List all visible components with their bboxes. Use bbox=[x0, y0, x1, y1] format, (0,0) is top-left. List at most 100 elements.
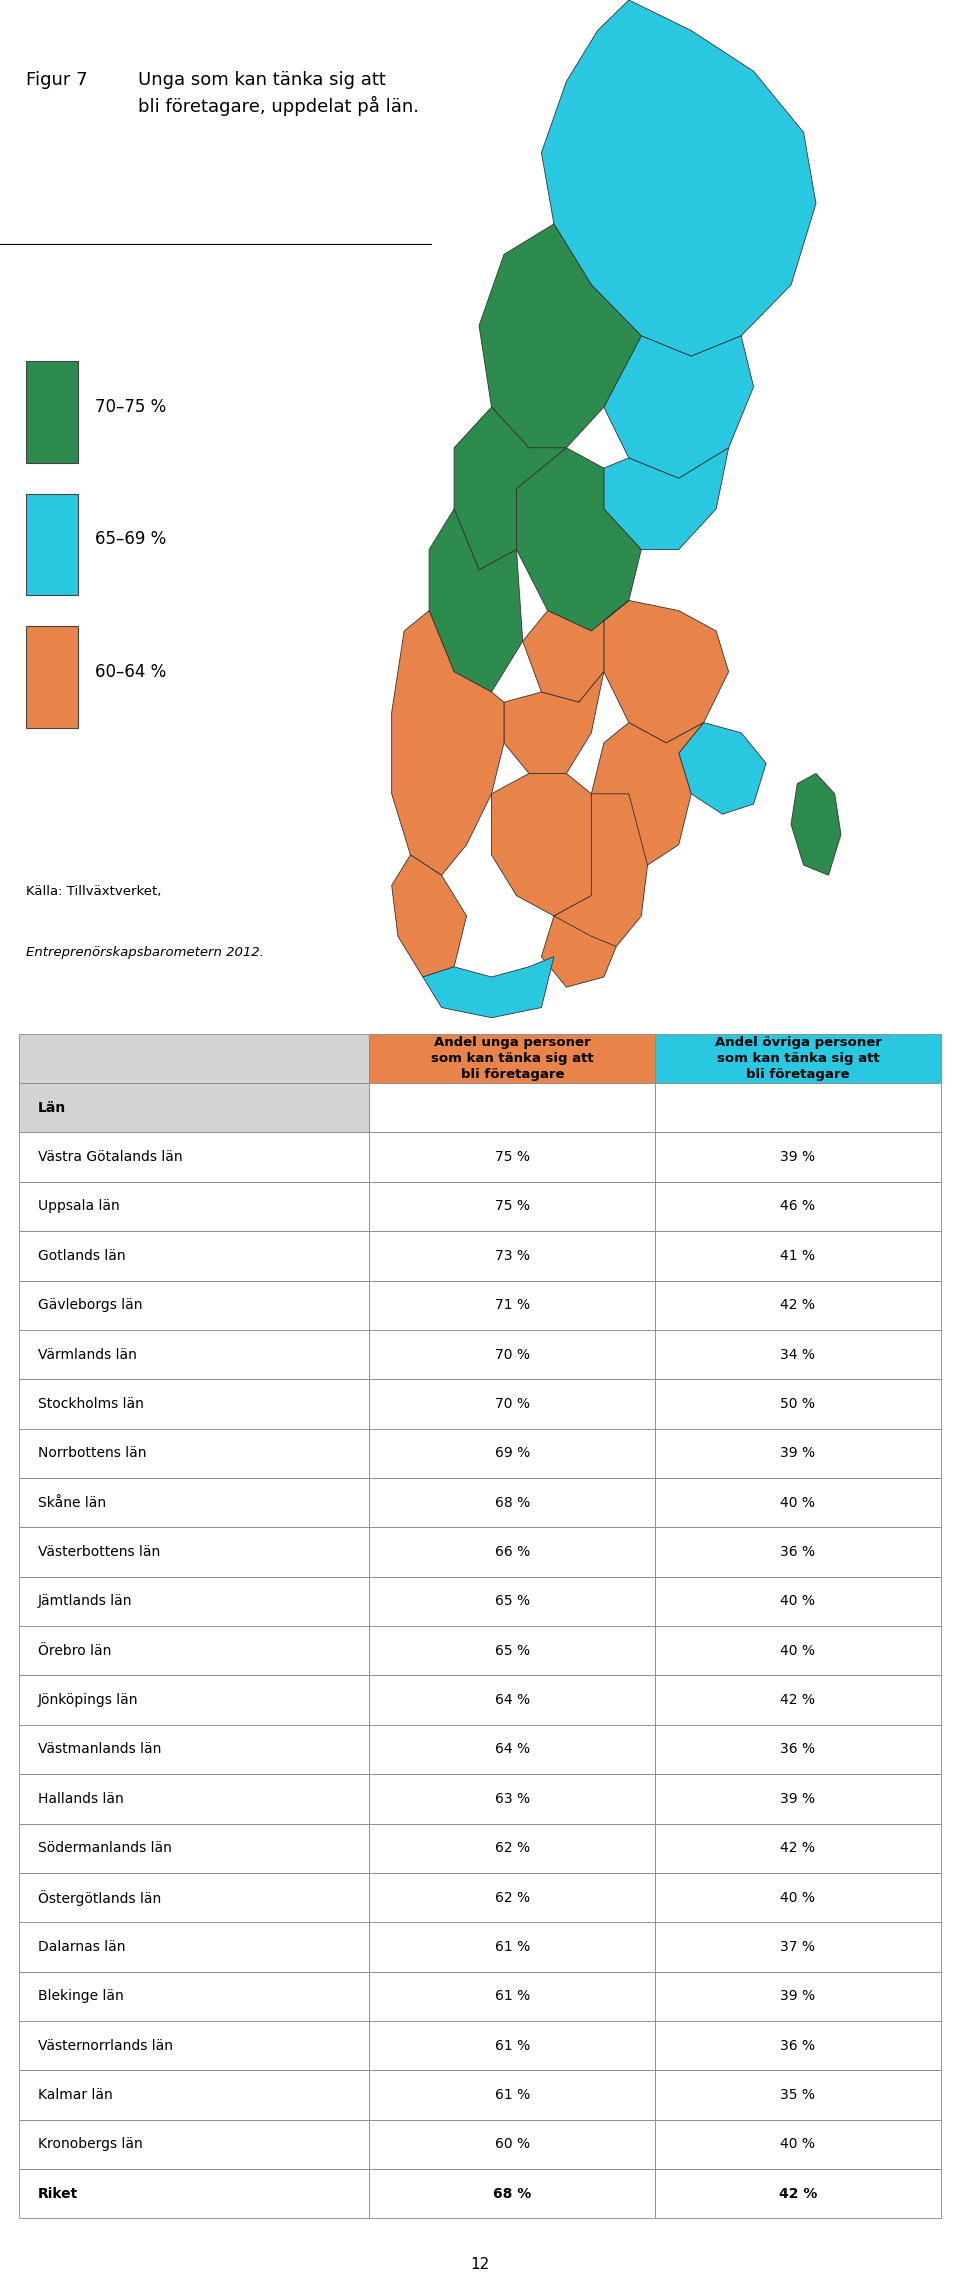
Bar bbox=[26, 361, 78, 462]
Text: 62 %: 62 % bbox=[494, 1841, 530, 1855]
Bar bbox=[19, 1823, 370, 1873]
Text: Gävleborgs län: Gävleborgs län bbox=[37, 1299, 142, 1313]
Text: Värmlands län: Värmlands län bbox=[37, 1347, 136, 1361]
Text: Län: Län bbox=[37, 1100, 66, 1114]
Polygon shape bbox=[522, 601, 629, 702]
Text: 71 %: 71 % bbox=[494, 1299, 530, 1313]
Bar bbox=[370, 1182, 655, 1230]
Text: Jönköpings län: Jönköpings län bbox=[37, 1692, 138, 1706]
Text: 66 %: 66 % bbox=[494, 1546, 530, 1560]
Text: 64 %: 64 % bbox=[494, 1743, 530, 1756]
Text: 42 %: 42 % bbox=[780, 1299, 815, 1313]
Text: 39 %: 39 % bbox=[780, 1150, 815, 1164]
Text: 61 %: 61 % bbox=[494, 2038, 530, 2054]
Text: 40 %: 40 % bbox=[780, 1594, 815, 1608]
Bar bbox=[655, 1132, 941, 1182]
Bar bbox=[655, 1873, 941, 1921]
Bar bbox=[19, 2168, 370, 2218]
Bar bbox=[370, 1281, 655, 1329]
Text: Dalarnas län: Dalarnas län bbox=[37, 1939, 125, 1953]
Polygon shape bbox=[679, 723, 766, 814]
Bar bbox=[26, 494, 78, 595]
Bar bbox=[19, 1084, 370, 1132]
Bar bbox=[655, 1676, 941, 1724]
Polygon shape bbox=[541, 915, 616, 988]
Text: Västerbottens län: Västerbottens län bbox=[37, 1546, 160, 1560]
Bar bbox=[655, 1230, 941, 1281]
Text: 39 %: 39 % bbox=[780, 1791, 815, 1807]
Bar bbox=[370, 1528, 655, 1576]
Bar bbox=[19, 2070, 370, 2120]
Text: 42 %: 42 % bbox=[780, 1841, 815, 1855]
Text: 65–69 %: 65–69 % bbox=[95, 531, 166, 549]
Bar bbox=[370, 1823, 655, 1873]
Bar bbox=[370, 1576, 655, 1626]
Text: 63 %: 63 % bbox=[494, 1791, 530, 1807]
Bar bbox=[19, 1230, 370, 1281]
Text: 65 %: 65 % bbox=[494, 1644, 530, 1658]
Text: Stockholms län: Stockholms län bbox=[37, 1397, 143, 1411]
Polygon shape bbox=[392, 611, 504, 876]
Bar bbox=[370, 1034, 655, 1084]
Polygon shape bbox=[454, 407, 566, 569]
Text: 75 %: 75 % bbox=[494, 1150, 530, 1164]
Bar bbox=[370, 1429, 655, 1477]
Bar bbox=[19, 2120, 370, 2168]
Text: 61 %: 61 % bbox=[494, 2088, 530, 2102]
Text: Entreprenörskapsbarometern 2012.: Entreprenörskapsbarometern 2012. bbox=[26, 947, 264, 961]
Text: 34 %: 34 % bbox=[780, 1347, 815, 1361]
Text: 36 %: 36 % bbox=[780, 1546, 815, 1560]
Text: 36 %: 36 % bbox=[780, 1743, 815, 1756]
Bar bbox=[655, 1379, 941, 1429]
Text: 68 %: 68 % bbox=[494, 1496, 530, 1509]
Bar bbox=[655, 2168, 941, 2218]
Polygon shape bbox=[541, 0, 816, 357]
Text: Andel unga personer
som kan tänka sig att
bli företagare: Andel unga personer som kan tänka sig at… bbox=[431, 1036, 593, 1082]
Bar bbox=[655, 1034, 941, 1084]
Text: 70 %: 70 % bbox=[494, 1397, 530, 1411]
Bar bbox=[655, 1971, 941, 2022]
Text: 65 %: 65 % bbox=[494, 1594, 530, 1608]
Bar bbox=[19, 1379, 370, 1429]
Text: 37 %: 37 % bbox=[780, 1939, 815, 1953]
Bar bbox=[370, 1676, 655, 1724]
Bar bbox=[655, 1281, 941, 1329]
Bar bbox=[655, 2022, 941, 2070]
Bar bbox=[370, 1379, 655, 1429]
Bar bbox=[655, 1775, 941, 1823]
Text: Källa: Tillväxtverket,: Källa: Tillväxtverket, bbox=[26, 885, 161, 899]
Bar bbox=[19, 1576, 370, 1626]
Bar bbox=[655, 1921, 941, 1971]
Text: 70 %: 70 % bbox=[494, 1347, 530, 1361]
Polygon shape bbox=[479, 224, 641, 448]
Text: Hallands län: Hallands län bbox=[37, 1791, 124, 1807]
Bar bbox=[370, 1971, 655, 2022]
Bar bbox=[655, 1329, 941, 1379]
Bar bbox=[655, 1182, 941, 1230]
Text: Västmanlands län: Västmanlands län bbox=[37, 1743, 161, 1756]
Bar bbox=[370, 1477, 655, 1528]
Bar bbox=[19, 1971, 370, 2022]
Polygon shape bbox=[492, 773, 604, 915]
Polygon shape bbox=[422, 956, 554, 1018]
Bar bbox=[370, 1724, 655, 1775]
Text: 68 %: 68 % bbox=[493, 2186, 532, 2200]
Text: 69 %: 69 % bbox=[494, 1445, 530, 1461]
Text: 42 %: 42 % bbox=[780, 1692, 815, 1706]
Bar bbox=[655, 1576, 941, 1626]
Text: 36 %: 36 % bbox=[780, 2038, 815, 2054]
Bar bbox=[19, 1429, 370, 1477]
Bar bbox=[19, 1182, 370, 1230]
Text: 39 %: 39 % bbox=[780, 1445, 815, 1461]
Bar bbox=[26, 627, 78, 727]
Bar bbox=[19, 1724, 370, 1775]
Bar bbox=[19, 1034, 370, 1084]
Text: 12: 12 bbox=[470, 2257, 490, 2271]
Text: 61 %: 61 % bbox=[494, 1990, 530, 2003]
Text: Blekinge län: Blekinge län bbox=[37, 1990, 124, 2003]
Polygon shape bbox=[604, 336, 754, 478]
Bar bbox=[19, 1676, 370, 1724]
Text: Gotlands län: Gotlands län bbox=[37, 1249, 125, 1262]
Text: 40 %: 40 % bbox=[780, 1891, 815, 1905]
Text: Skåne län: Skåne län bbox=[37, 1496, 106, 1509]
